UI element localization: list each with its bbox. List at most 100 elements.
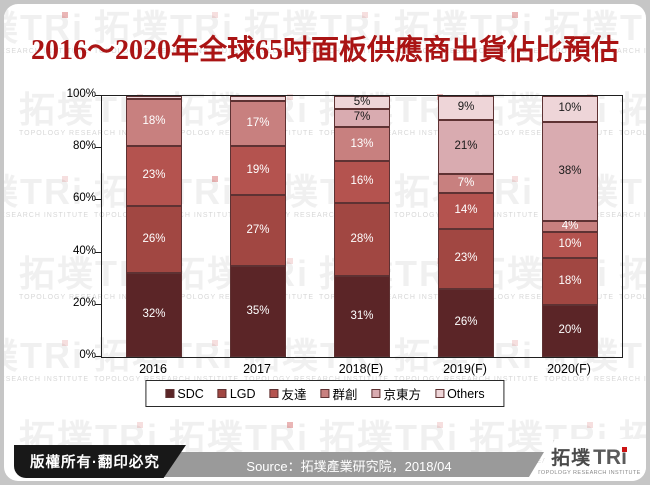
legend-swatch <box>217 389 227 398</box>
bar-segment: 20% <box>542 304 598 357</box>
legend-item: Others <box>435 387 485 401</box>
legend-item: LGD <box>217 386 256 401</box>
y-tick-label: 60% <box>72 192 96 205</box>
logo-subtext: TOPOLOGY RESEARCH INSTITUTE <box>537 469 641 476</box>
legend-label: 友達 <box>281 388 307 402</box>
bar-value-label: 18% <box>558 274 582 287</box>
bar-value-label: 35% <box>246 304 270 317</box>
bar-segment: 16% <box>334 161 390 204</box>
copyright-text: 版權所有·翻印必究 <box>30 455 160 471</box>
logo-red-dot-icon <box>621 446 627 452</box>
y-tick-mark <box>95 251 101 253</box>
tri-logo: 拓墣 TRi TOPOLOGY RESEARCH INSTITUTE <box>532 439 646 481</box>
bar-segment: 7% <box>438 174 494 193</box>
bar-segment <box>230 96 286 102</box>
bar-value-label: 5% <box>353 95 371 108</box>
legend-swatch <box>165 389 175 398</box>
bar-segment: 26% <box>126 205 182 274</box>
bar-value-label: 14% <box>454 204 478 217</box>
legend-label: LGD <box>229 386 256 401</box>
legend-swatch <box>269 389 279 398</box>
legend: SDC LGD 友達 群創 京東方 Others <box>145 380 505 407</box>
legend-label: 群創 <box>332 388 358 402</box>
bar-segment: 13% <box>334 127 390 162</box>
bar-value-label: 17% <box>246 116 270 129</box>
bar-value-label: 7% <box>353 111 371 124</box>
bar-value-label: 20% <box>558 324 582 337</box>
bar-segment: 18% <box>126 98 182 146</box>
bar-segment: 35% <box>230 265 286 357</box>
y-tick-mark <box>95 199 101 201</box>
bar-segment: 38% <box>542 122 598 222</box>
x-tick-label: 2016 <box>139 362 167 376</box>
bar-segment: 18% <box>542 257 598 305</box>
bar-segment: 14% <box>438 192 494 230</box>
bar-value-label: 26% <box>142 232 166 245</box>
bar-segment: 9% <box>438 96 494 120</box>
bar-segment: 21% <box>438 119 494 175</box>
bar-value-label: 16% <box>350 175 374 188</box>
bar-value-label: 18% <box>142 115 166 128</box>
bar-value-label: 13% <box>350 137 374 150</box>
legend-swatch <box>320 389 330 398</box>
copyright-banner: 版權所有·翻印必究 <box>14 445 186 478</box>
bar-value-label: 10% <box>558 102 582 115</box>
bar-segment: 23% <box>438 229 494 290</box>
bar-segment: 19% <box>230 145 286 196</box>
bar-segment: 27% <box>230 195 286 266</box>
legend-item: SDC <box>165 386 204 401</box>
bar-segment: 31% <box>334 276 390 357</box>
bar-value-label: 38% <box>558 164 582 177</box>
x-tick-label: 2020(F) <box>547 362 591 376</box>
bar-segment: 28% <box>334 203 390 277</box>
x-tick-label: 2017 <box>243 362 271 376</box>
bar-segment: 23% <box>126 145 182 206</box>
legend-label: 京東方 <box>383 388 422 402</box>
bar-value-label: 9% <box>457 101 475 113</box>
bar-segment: 32% <box>126 273 182 357</box>
logo-latin-text: TRi <box>593 445 627 469</box>
legend-item: 群創 <box>320 384 358 403</box>
bar-value-label: 23% <box>142 168 166 181</box>
plot-area: 32% 26% 23% 18% 35% 27% 19% 17% 31% 28% 16% 13% 7% 5%… <box>101 95 623 358</box>
legend-item: 京東方 <box>371 384 422 403</box>
bar-value-label: 26% <box>454 316 478 329</box>
y-tick-label: 40% <box>72 244 96 257</box>
y-tick-label: 20% <box>72 296 96 309</box>
bar-value-label: 28% <box>350 232 374 245</box>
bar-segment <box>126 96 182 99</box>
page-title: 2016～2020年全球65吋面板供應商出貨佔比預估 <box>30 35 619 66</box>
logo-cjk-text: 拓墣 <box>551 447 592 469</box>
bar-segment: 10% <box>542 96 598 123</box>
legend-swatch <box>371 389 381 398</box>
y-tick-mark <box>95 303 101 305</box>
legend-item: 友達 <box>269 384 307 403</box>
footer-bar <box>114 452 544 477</box>
bar-value-label: 4% <box>561 219 579 232</box>
bar-segment: 26% <box>438 289 494 357</box>
y-tick-mark <box>95 147 101 149</box>
x-tick-label: 2019(F) <box>443 362 487 376</box>
legend-label: Others <box>447 386 485 401</box>
legend-swatch <box>435 389 445 398</box>
bar-segment: 10% <box>542 231 598 258</box>
bar-value-label: 23% <box>454 252 478 265</box>
bar-value-label: 31% <box>350 309 374 322</box>
y-tick-mark <box>95 95 101 96</box>
bar-segment: 7% <box>334 109 390 128</box>
y-tick-label: 100% <box>66 88 96 100</box>
bar-value-label: 7% <box>457 176 475 189</box>
bar-value-label: 10% <box>558 238 582 251</box>
source-text: Source：拓墣產業研究院，2018/04 <box>246 459 452 474</box>
bar-value-label: 27% <box>246 223 270 236</box>
bar-value-label: 19% <box>246 163 270 176</box>
legend-label: SDC <box>177 386 204 401</box>
bar-value-label: 21% <box>454 140 478 153</box>
x-tick-label: 2018(E) <box>338 362 384 376</box>
y-tick-label: 0% <box>79 349 96 361</box>
bar-segment: 4% <box>542 219 598 232</box>
y-tick-label: 80% <box>72 140 96 153</box>
logo-wordmark: 拓墣 TRi <box>551 445 627 469</box>
